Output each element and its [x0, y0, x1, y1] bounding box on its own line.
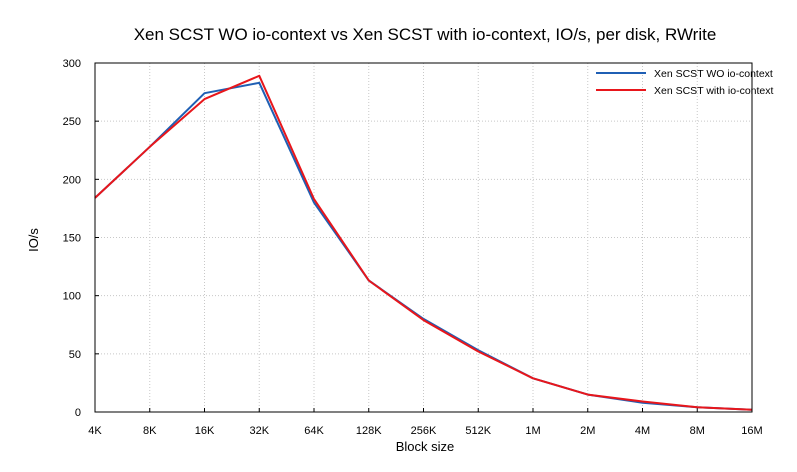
- series-line-2: [94, 74, 753, 411]
- x-tick-label: 32K: [249, 425, 269, 437]
- x-tick-label: 128K: [356, 425, 382, 437]
- x-tick-label: 2M: [580, 425, 595, 437]
- chart-title: Xen SCST WO io-context vs Xen SCST with …: [134, 25, 717, 44]
- y-tick-label: 200: [63, 174, 81, 186]
- x-tick-label: 4K: [88, 425, 102, 437]
- x-tick-label: 8M: [690, 425, 705, 437]
- x-tick-label: 512K: [465, 425, 491, 437]
- axes: 4K 8K 16K 32K 64K 128K 256K 512K 1M 2M 4M 8M 16M 0 50 1…: [63, 58, 763, 437]
- x-tick-label: 4M: [635, 425, 650, 437]
- x-axis-label: Block size: [396, 439, 455, 454]
- y-tick-label: 150: [63, 233, 81, 245]
- y-tick-label: 50: [69, 349, 81, 361]
- y-axis-label: IO/s: [26, 228, 41, 252]
- legend-label-2: Xen SCST with io-context: [654, 85, 774, 97]
- x-tick-label: 256K: [411, 425, 437, 437]
- grid: [95, 63, 752, 412]
- y-tick-label: 100: [63, 291, 81, 303]
- x-tick-label: 16M: [741, 425, 762, 437]
- y-tick-label: 250: [63, 116, 81, 128]
- legend: Xen SCST WO io-context Xen SCST with io-c…: [596, 68, 774, 97]
- x-tick-label: 16K: [195, 425, 215, 437]
- legend-label-1: Xen SCST WO io-context: [654, 68, 773, 80]
- x-tick-label: 64K: [304, 425, 324, 437]
- y-tick-label: 300: [63, 58, 81, 70]
- y-tick-label: 0: [75, 407, 81, 419]
- series-lines: [94, 74, 753, 411]
- x-tick-label: 1M: [525, 425, 540, 437]
- plot-frame: [94, 62, 753, 413]
- x-tick-label: 8K: [143, 425, 157, 437]
